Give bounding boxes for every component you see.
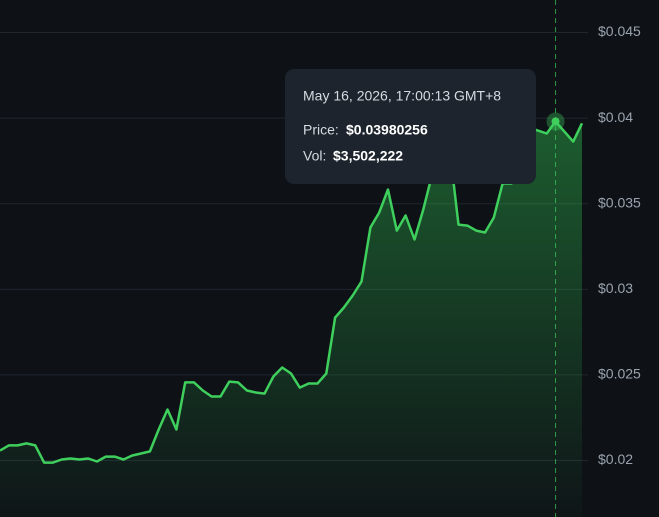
tooltip-date: May 16, 2026, 17:00:13 GMT+8 [303,88,501,104]
tooltip-box [285,69,536,184]
y-tick-label: $0.035 [598,194,641,210]
tooltip-price-label: Price: [303,122,339,138]
tooltip-price: $0.03980256 [346,122,428,138]
area-fill [0,121,582,517]
grid: $0.02 $0.025 $0.03 $0.035 $0.04 $0.045 [0,23,641,467]
y-tick-label: $0.025 [598,366,641,382]
hover-point [551,117,560,126]
tooltip-vol-label: Vol: [303,148,326,164]
tooltip: May 16, 2026, 17:00:13 GMT+8 Price: $0.0… [285,69,536,184]
y-tick-label: $0.03 [598,280,633,296]
y-tick-label: $0.02 [598,451,633,467]
tooltip-vol: $3,502,222 [333,148,403,164]
y-tick-label: $0.045 [598,23,641,39]
y-tick-label: $0.04 [598,109,633,125]
price-line [0,120,584,464]
plot [0,0,584,517]
